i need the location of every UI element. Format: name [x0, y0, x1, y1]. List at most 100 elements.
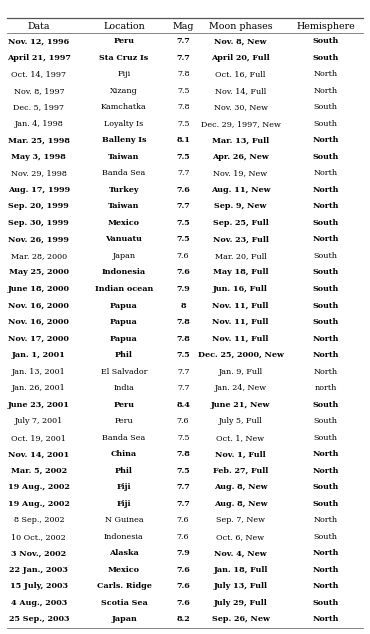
Text: July 7, 2001: July 7, 2001: [15, 417, 63, 425]
Text: Dec. 25, 2000, New: Dec. 25, 2000, New: [198, 351, 283, 359]
Text: Location: Location: [103, 22, 145, 31]
Text: Mar. 28, 2000: Mar. 28, 2000: [11, 252, 67, 260]
Text: Data: Data: [28, 22, 50, 31]
Text: North: North: [313, 87, 338, 95]
Text: Nov. 8, New: Nov. 8, New: [214, 37, 267, 45]
Text: Oct. 19, 2001: Oct. 19, 2001: [11, 434, 66, 442]
Text: Japan: Japan: [111, 616, 137, 623]
Text: Nov. 17, 2000: Nov. 17, 2000: [9, 335, 69, 342]
Text: North: North: [312, 186, 339, 194]
Text: Alaska: Alaska: [109, 549, 139, 557]
Text: Balleny Is: Balleny Is: [102, 136, 146, 145]
Text: North: North: [312, 549, 339, 557]
Text: 7.7: 7.7: [176, 483, 190, 491]
Text: Peru: Peru: [114, 401, 134, 409]
Text: 10 Oct., 2002: 10 Oct., 2002: [11, 533, 66, 541]
Text: Sep. 26, New: Sep. 26, New: [212, 616, 269, 623]
Text: 7.5: 7.5: [177, 87, 189, 95]
Text: 7.7: 7.7: [176, 37, 190, 45]
Text: Nov. 11, Full: Nov. 11, Full: [212, 302, 269, 309]
Text: North: North: [312, 335, 339, 342]
Text: 7.6: 7.6: [177, 417, 189, 425]
Text: north: north: [314, 384, 337, 392]
Text: Indonesia: Indonesia: [102, 268, 146, 276]
Text: El Salvador: El Salvador: [101, 368, 147, 375]
Text: Banda Sea: Banda Sea: [102, 434, 145, 442]
Text: Feb. 27, Full: Feb. 27, Full: [213, 467, 268, 475]
Text: Nov. 11, Full: Nov. 11, Full: [212, 318, 269, 326]
Text: Peru: Peru: [114, 37, 134, 45]
Text: Indian ocean: Indian ocean: [95, 285, 153, 293]
Text: Vanuatu: Vanuatu: [105, 235, 142, 243]
Text: 7.7: 7.7: [177, 169, 189, 178]
Text: South: South: [314, 252, 337, 260]
Text: Xizang: Xizang: [110, 87, 138, 95]
Text: South: South: [313, 318, 339, 326]
Text: July 29, Full: July 29, Full: [213, 599, 268, 607]
Text: Sep. 30, 1999: Sep. 30, 1999: [9, 219, 69, 227]
Text: 7.6: 7.6: [177, 533, 189, 541]
Text: 7.6: 7.6: [176, 566, 190, 574]
Text: Oct. 16, Full: Oct. 16, Full: [215, 70, 266, 78]
Text: Nov. 1, Full: Nov. 1, Full: [215, 450, 266, 458]
Text: 7.8: 7.8: [177, 103, 189, 112]
Text: 7.5: 7.5: [176, 235, 190, 243]
Text: 7.5: 7.5: [176, 219, 190, 227]
Text: Fiji: Fiji: [117, 70, 131, 78]
Text: Papua: Papua: [110, 318, 138, 326]
Text: South: South: [313, 285, 339, 293]
Text: 8: 8: [181, 302, 186, 309]
Text: Nov. 4, New: Nov. 4, New: [214, 549, 267, 557]
Text: North: North: [312, 467, 339, 475]
Text: Mar. 20, Full: Mar. 20, Full: [215, 252, 266, 260]
Text: July 5, Full: July 5, Full: [219, 417, 262, 425]
Text: Aug. 17, 1999: Aug. 17, 1999: [8, 186, 70, 194]
Text: Papua: Papua: [110, 335, 138, 342]
Text: Jan. 1, 2001: Jan. 1, 2001: [12, 351, 66, 359]
Text: North: North: [313, 70, 338, 78]
Text: Fiji: Fiji: [117, 483, 131, 491]
Text: July 13, Full: July 13, Full: [213, 583, 268, 590]
Text: North: North: [312, 566, 339, 574]
Text: Kamchatka: Kamchatka: [101, 103, 147, 112]
Text: Nov. 30, New: Nov. 30, New: [213, 103, 268, 112]
Text: Jan. 26, 2001: Jan. 26, 2001: [12, 384, 66, 392]
Text: May 25, 2000: May 25, 2000: [9, 268, 69, 276]
Text: Sep. 9, New: Sep. 9, New: [214, 202, 267, 210]
Text: 25 Sep., 2003: 25 Sep., 2003: [9, 616, 69, 623]
Text: Sep. 20, 1999: Sep. 20, 1999: [9, 202, 69, 210]
Text: Taiwan: Taiwan: [108, 153, 139, 161]
Text: 3 Nov., 2002: 3 Nov., 2002: [11, 549, 66, 557]
Text: Nov. 14, 2001: Nov. 14, 2001: [8, 450, 70, 458]
Text: Sta Cruz Is: Sta Cruz Is: [99, 54, 149, 61]
Text: Oct. 6, New: Oct. 6, New: [216, 533, 265, 541]
Text: Mar. 5, 2002: Mar. 5, 2002: [11, 467, 67, 475]
Text: Dec. 5, 1997: Dec. 5, 1997: [13, 103, 64, 112]
Text: 7.5: 7.5: [176, 351, 190, 359]
Text: Jan. 24, New: Jan. 24, New: [215, 384, 266, 392]
Text: Sep. 7, New: Sep. 7, New: [216, 516, 265, 524]
Text: 7.6: 7.6: [177, 252, 189, 260]
Text: Papua: Papua: [110, 302, 138, 309]
Text: Phil: Phil: [115, 467, 133, 475]
Text: South: South: [313, 401, 339, 409]
Text: North: North: [313, 516, 338, 524]
Text: South: South: [313, 54, 339, 61]
Text: Jan. 18, Full: Jan. 18, Full: [213, 566, 268, 574]
Text: Loyalty Is: Loyalty Is: [104, 120, 144, 128]
Text: Hemisphere: Hemisphere: [296, 22, 355, 31]
Text: Banda Sea: Banda Sea: [102, 169, 145, 178]
Text: 7.6: 7.6: [177, 516, 189, 524]
Text: South: South: [313, 37, 339, 45]
Text: North: North: [312, 583, 339, 590]
Text: 19 Aug., 2002: 19 Aug., 2002: [8, 483, 70, 491]
Text: South: South: [313, 219, 339, 227]
Text: India: India: [114, 384, 134, 392]
Text: 7.8: 7.8: [177, 70, 189, 78]
Text: South: South: [314, 103, 337, 112]
Text: Nov. 8, 1997: Nov. 8, 1997: [14, 87, 64, 95]
Text: North: North: [312, 235, 339, 243]
Text: South: South: [314, 417, 337, 425]
Text: Jan. 13, 2001: Jan. 13, 2001: [12, 368, 66, 375]
Text: Mexico: Mexico: [108, 219, 140, 227]
